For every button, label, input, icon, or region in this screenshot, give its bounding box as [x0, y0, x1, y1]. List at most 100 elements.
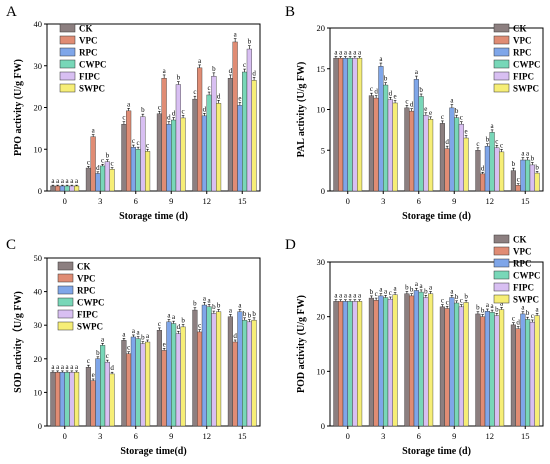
bar-rpc [201, 115, 207, 192]
significance-letter: a [339, 292, 343, 300]
significance-letter: d [445, 138, 449, 146]
y-tick-label: 50 [34, 253, 43, 263]
x-axis-label: Storage time (d) [119, 211, 188, 222]
bar-fipc [175, 84, 181, 192]
bar-fipc [211, 313, 217, 427]
significance-letter: e [92, 371, 95, 379]
significance-letter: c [495, 137, 498, 145]
significance-letter: c [512, 315, 515, 323]
bar-rpc [130, 336, 136, 427]
bar-fipc [140, 343, 146, 427]
significance-letter: a [51, 363, 55, 371]
legend-swatch-vpc [493, 246, 510, 256]
legend-label-swpc: SWPC [513, 84, 539, 94]
significance-letter: a [334, 49, 338, 57]
bar-vpc [515, 185, 521, 192]
x-tick-label: 6 [417, 431, 421, 441]
significance-letter: c [389, 289, 392, 297]
significance-letter: b [370, 288, 374, 296]
significance-letter: c [405, 97, 408, 105]
bar-cwpc [100, 345, 106, 427]
x-tick-label: 12 [486, 431, 495, 441]
bar-rpc [95, 173, 101, 192]
significance-letter: a [420, 282, 424, 290]
significance-letter: a [491, 122, 495, 130]
bar-rpc [520, 159, 526, 192]
significance-letter: b [181, 317, 185, 325]
significance-letter: b [212, 65, 216, 73]
legend-label-fipc: FIPC [513, 283, 534, 293]
bar-ck [192, 309, 198, 427]
significance-letter: c [198, 322, 201, 330]
bar-vpc [90, 136, 96, 192]
legend-label-rpc: RPC [513, 259, 532, 269]
legend-label-cwpc: CWPC [513, 271, 541, 281]
bar-cwpc [489, 132, 495, 192]
y-tick-label: 40 [34, 19, 43, 29]
bar-fipc [140, 116, 146, 192]
significance-letter: b [486, 136, 490, 144]
significance-letter: d [229, 67, 233, 75]
bar-cwpc [418, 291, 424, 427]
y-tick-label: 0 [321, 421, 325, 431]
bar-rpc [95, 358, 101, 427]
bar-swpc [180, 326, 186, 427]
bar-rpc [484, 145, 490, 192]
bar-cwpc [242, 71, 248, 192]
bar-swpc [534, 315, 540, 427]
bar-fipc [494, 315, 500, 427]
bar-vpc [480, 173, 486, 192]
legend-swatch-rpc [57, 285, 74, 295]
significance-letter: c [111, 160, 114, 168]
bar-ck [156, 330, 162, 427]
x-tick-label: 6 [134, 431, 138, 441]
bar-cwpc [454, 117, 460, 192]
significance-letter: d [96, 164, 100, 172]
significance-letter: d [389, 89, 393, 97]
significance-letter: c [441, 297, 444, 305]
legend-swatch-swpc [57, 321, 74, 331]
significance-letter: a [92, 127, 96, 135]
legend: CK VPC RPC CWPC FIPC SWPC [493, 235, 541, 305]
y-tick-label: 10 [34, 387, 43, 397]
bar-swpc [251, 319, 257, 427]
legend-label-ck: CK [513, 24, 527, 34]
significance-letter: d [233, 332, 237, 340]
significance-letter: a [450, 97, 454, 105]
legend-swatch-cwpc [493, 59, 510, 69]
x-tick-label: 0 [63, 196, 67, 206]
significance-letter: c [127, 344, 130, 352]
y-tick-label: 10 [34, 144, 43, 154]
y-axis-label: POD activity (U/g FW) [296, 295, 307, 393]
bar-cwpc [383, 84, 389, 192]
legend-label-vpc: VPC [513, 247, 532, 257]
significance-letter: b [252, 310, 256, 318]
significance-letter: c [182, 107, 185, 115]
legend-swatch-ck [59, 23, 76, 33]
bar-fipc [246, 321, 252, 427]
significance-letter: c [132, 137, 135, 145]
significance-letter: b [106, 152, 110, 160]
bar-ck [192, 98, 198, 192]
significance-letter: c [476, 140, 479, 148]
y-axis-label: PPO activity (U/g FW) [13, 59, 24, 156]
bar-vpc [480, 316, 486, 427]
significance-letter: a [379, 286, 383, 294]
significance-letter: a [486, 301, 490, 309]
x-tick-label: 9 [452, 196, 456, 206]
significance-letter: c [370, 85, 373, 93]
bar-ck [227, 316, 233, 427]
x-tick-label: 12 [203, 196, 212, 206]
bar-rpc [378, 66, 384, 192]
significance-letter: e [465, 128, 468, 136]
bar-swpc [145, 151, 151, 192]
significance-letter: a [384, 287, 388, 295]
x-axis-label: Storage time(d) [120, 446, 186, 457]
y-tick-label: 20 [317, 23, 326, 33]
bar-fipc [175, 333, 181, 427]
bar-cwpc [489, 312, 495, 427]
bar-cwpc [525, 159, 531, 192]
significance-letter: b [177, 74, 181, 82]
bar-cwpc [135, 149, 141, 192]
